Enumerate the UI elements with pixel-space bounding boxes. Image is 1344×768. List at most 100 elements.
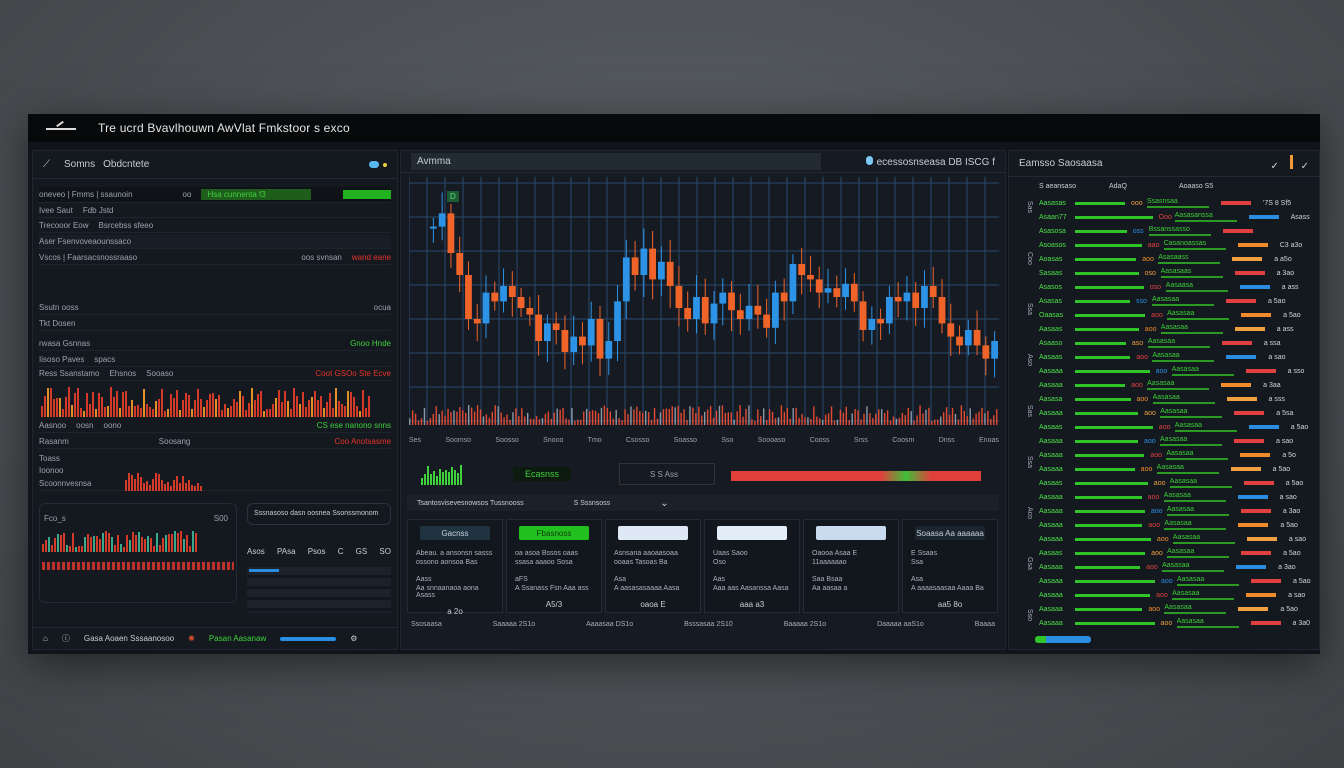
order-label: Aasasaa	[1163, 492, 1226, 502]
order-row[interactable]: Aasaas aoo Aasasaa a 5ao	[1039, 548, 1301, 558]
list-item[interactable]: Ivee Saut Fdb Jstd	[39, 204, 391, 218]
info-icon[interactable]: ⓘ	[61, 634, 70, 643]
close-icon[interactable]: ✓	[1300, 161, 1309, 172]
order-row[interactable]: Asasosa oss Bssanssasso	[1039, 225, 1315, 237]
order-row[interactable]: Aasaaa aoo Aasasaa a 5o	[1039, 450, 1296, 460]
card-header-button[interactable]	[816, 526, 886, 540]
volume-bar	[757, 409, 759, 425]
order-row[interactable]: Aasasa aoo Aasasaa a sss	[1039, 394, 1285, 404]
list-item[interactable]: Iisoso Paves spacs	[39, 353, 391, 367]
tab-somns[interactable]: Somns	[64, 159, 96, 170]
card-header-button[interactable]	[717, 526, 787, 540]
volume-bar	[571, 408, 573, 425]
order-row[interactable]: Asaaso aso Aasasaa a ssa	[1039, 338, 1281, 348]
order-row[interactable]: Aasaaa aoo Aasasaa a sso	[1039, 366, 1305, 376]
card-stat: Aass	[416, 576, 432, 583]
order-row[interactable]: Aasaas aoo Aasasaa a 5ao	[1039, 478, 1304, 488]
list-item[interactable]: Aser Fsenvoveaounssaco	[39, 235, 391, 249]
chevron-down-icon[interactable]: ⌄	[660, 497, 669, 509]
candle	[675, 286, 683, 308]
volume-bar	[494, 405, 496, 425]
collapse-icon[interactable]: ✓	[1270, 161, 1279, 172]
settings-icon[interactable]: ⚙	[350, 634, 358, 643]
tab-avmma[interactable]: Avmma	[411, 153, 821, 170]
summary-card[interactable]: Gacnss Abeau. a ansonsn sasss ossono aon…	[407, 519, 503, 616]
list-item[interactable]: Vscos | Faarsacsnossraaso oos svnsan wand …	[39, 251, 391, 265]
order-row[interactable]: Asasas sso Aasasaa a 5ao	[1039, 296, 1286, 306]
order-row[interactable]: Aasaaa aoo Aasasaa a 5ao	[1039, 464, 1291, 474]
candle	[973, 330, 981, 346]
status-icon	[865, 155, 873, 165]
histogram-bar	[92, 392, 94, 417]
list-item[interactable]: rwasa Gsnnas Gnoo Hnde	[39, 337, 391, 351]
card-line: 11aaaaaao	[812, 559, 847, 566]
histogram-bar	[134, 479, 136, 491]
x-axis-label: Snooo	[543, 437, 564, 444]
order-row[interactable]: Aasaaa aoo Aasasaa a 5sa	[1039, 408, 1294, 418]
order-row[interactable]: Aasaaa aoo Aasasaa a 5ao	[1039, 576, 1311, 586]
order-row[interactable]: Aasaaa aoo Aasasaa a sao	[1039, 492, 1297, 502]
card-value: aaa a3	[739, 600, 765, 609]
list-item[interactable]: Ssutn ooss ocua	[39, 301, 391, 315]
x-axis: Ses Soomso Soosso Snooo Tmo Csosso Soasso Sso So…	[409, 437, 999, 444]
order-row[interactable]: Aasaaa aoo Aasasaa a 3a0	[1039, 618, 1311, 628]
order-row[interactable]: Aasaas aoo Aasasaa a ass	[1039, 324, 1294, 334]
histogram-bar	[78, 546, 80, 552]
volume-bar	[872, 418, 874, 425]
order-row[interactable]: Aasaaa aoo Aasasaa a sao	[1039, 436, 1294, 446]
histogram-bar	[227, 407, 229, 417]
order-row[interactable]: Aasaas aoo Aasasaa a 5ao	[1039, 422, 1309, 432]
order-row[interactable]: Aasaaa aoo Aasasaa a 3aa	[1039, 380, 1281, 390]
order-row[interactable]: Oaasas aoo Aasasaa a 5ao	[1039, 310, 1301, 320]
volume-bar	[807, 417, 809, 425]
order-row[interactable]: Aoasas aoo Asasaass a a5o	[1039, 254, 1292, 264]
histogram-bar	[167, 481, 169, 491]
order-row[interactable]: Asaan77 Ooo Aasasanssa Asass	[1039, 212, 1310, 222]
list-item[interactable]: oneveo | Fmms | ssaunoin oo Hsa cunnenta f…	[39, 187, 391, 203]
price-chart[interactable]	[409, 177, 999, 439]
candle	[640, 248, 648, 275]
order-row[interactable]: Asasos oso Aasaasa a ass	[1039, 282, 1299, 292]
action-button[interactable]	[343, 190, 391, 199]
histogram-bar	[195, 532, 197, 552]
status-dot-icon	[383, 162, 387, 167]
card-header-button[interactable]: Fbasnoss	[519, 526, 589, 540]
order-row[interactable]: Asoasos aao Casanoassas C3 a3o	[1039, 240, 1303, 250]
histogram-bar	[128, 473, 130, 491]
order-row[interactable]: Aasaaa aoo Aasasaa a 5ao	[1039, 604, 1298, 614]
volume-bar	[860, 419, 862, 425]
volume-bar	[645, 410, 647, 425]
order-row[interactable]: Aasaaa aoo Aasasaa a sao	[1039, 590, 1306, 600]
lock-icon[interactable]: ⌂	[43, 634, 48, 643]
volume-bar	[842, 412, 845, 425]
summary-card[interactable]: Uaas Saoo Oso Aas Aaa aas Aasanssa Aasa …	[704, 519, 800, 613]
order-label: Aasasaa	[1176, 576, 1239, 586]
list-item[interactable]: Trecooor Eow Bsrcebss sfeeo	[39, 219, 391, 233]
volume-bar	[550, 418, 552, 425]
card-header-button[interactable]	[618, 526, 688, 540]
card-header-button[interactable]: Soaasa Aa aaaaaa	[915, 526, 985, 540]
summary-card[interactable]: Oaooa Asaa E 11aaaaaao Saa Bsaa Aa aasaa…	[803, 519, 899, 613]
order-row[interactable]: Aasaaa aoo Aasasaa a 5ao	[1039, 520, 1298, 530]
alert-icon[interactable]: ✺	[188, 634, 195, 643]
pin-icon[interactable]: ⟋	[43, 159, 50, 170]
order-label: Aasasaa	[1162, 562, 1225, 572]
order-row[interactable]: Aasaas aoo Aasasaa a sao	[1039, 352, 1286, 362]
volume-bar	[709, 405, 712, 425]
volume-bar	[822, 419, 824, 425]
summary-card[interactable]: Soaasa Aa aaaaaa E Ssaas Ssa Asa A aaaas…	[902, 519, 998, 613]
card-header-button[interactable]: Gacnss	[420, 526, 490, 540]
volume-bar	[438, 414, 440, 425]
order-row[interactable]: Sasaas oso Aasasaas a 3ao	[1039, 268, 1295, 278]
order-row[interactable]: Aasasas ooo Ssasnsaa '7S 8 Sf5	[1039, 198, 1292, 208]
order-row[interactable]: Aasaaa aoo Aasasaa a sao	[1039, 534, 1307, 544]
summary-card[interactable]: Fbasnoss oa asoa Bssos oaas ssasa aaaoo …	[506, 519, 602, 613]
histogram-bar	[90, 536, 92, 552]
order-row[interactable]: Aasaaa aoo Aasasaa a 3ao	[1039, 506, 1301, 516]
summary-card[interactable]: Asnsana aaoaasoaa ooaas Tasoas Ba Asa A …	[605, 519, 701, 613]
volume-bar	[414, 413, 417, 425]
order-row[interactable]: Aasaaa aoo Aasasaa a 3ao	[1039, 562, 1296, 572]
chart-marker[interactable]: D	[447, 191, 459, 202]
volume-bar	[1075, 327, 1139, 331]
list-item[interactable]: Tkt Dosen	[39, 317, 391, 331]
